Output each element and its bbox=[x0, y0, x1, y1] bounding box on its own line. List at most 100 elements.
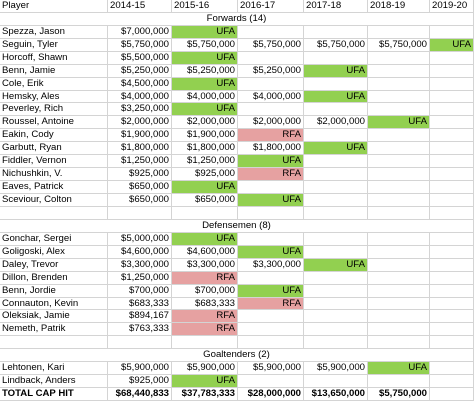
salary-cell bbox=[368, 155, 430, 169]
salary-cell: $4,500,000 bbox=[108, 77, 172, 91]
salary-cell: $925,000 bbox=[108, 168, 172, 182]
salary-cell: $3,300,000 bbox=[172, 258, 238, 272]
player-name: Goligoski, Alex bbox=[0, 245, 108, 259]
salary-cell bbox=[430, 388, 474, 401]
salary-cell bbox=[304, 245, 368, 259]
section-title: Defensemen (8) bbox=[0, 219, 474, 233]
salary-cell: $650,000 bbox=[108, 181, 172, 195]
blank-cell bbox=[430, 206, 474, 220]
salary-cell bbox=[368, 64, 430, 78]
salary-cell bbox=[430, 25, 474, 39]
salary-cell bbox=[430, 232, 474, 246]
salary-cell: $4,000,000 bbox=[238, 90, 304, 104]
salary-cell bbox=[368, 284, 430, 298]
salary-cell bbox=[304, 155, 368, 169]
salary-cell: $1,250,000 bbox=[108, 271, 172, 285]
status-cell: UFA bbox=[304, 142, 368, 156]
blank-cell bbox=[172, 206, 238, 220]
player-name: Fiddler, Vernon bbox=[0, 155, 108, 169]
blank-cell bbox=[368, 206, 430, 220]
salary-cell: $5,900,000 bbox=[172, 362, 238, 376]
column-header: 2016-17 bbox=[238, 0, 304, 13]
salary-cell: $1,800,000 bbox=[238, 142, 304, 156]
column-header: 2017-18 bbox=[304, 0, 368, 13]
salary-cell: $4,000,000 bbox=[108, 90, 172, 104]
status-cell: UFA bbox=[430, 38, 474, 52]
salary-cell: $5,900,000 bbox=[238, 362, 304, 376]
salary-cell bbox=[238, 77, 304, 91]
salary-cell: $2,000,000 bbox=[172, 116, 238, 130]
blank-cell bbox=[238, 206, 304, 220]
salary-cell: $4,000,000 bbox=[172, 90, 238, 104]
salary-cell bbox=[368, 271, 430, 285]
column-header: 2018-19 bbox=[368, 0, 430, 13]
salary-cell: $3,250,000 bbox=[108, 103, 172, 117]
blank-cell bbox=[172, 336, 238, 350]
salary-cell: $683,333 bbox=[172, 297, 238, 311]
salary-cell: $5,250,000 bbox=[172, 64, 238, 78]
status-cell: UFA bbox=[172, 51, 238, 65]
salary-cell: $68,440,833 bbox=[108, 388, 172, 401]
salary-cell bbox=[304, 129, 368, 143]
player-name: Cole, Erik bbox=[0, 77, 108, 91]
salary-cell bbox=[430, 362, 474, 376]
salary-cell bbox=[368, 142, 430, 156]
status-cell: UFA bbox=[304, 64, 368, 78]
section-title: Goaltenders (2) bbox=[0, 349, 474, 363]
column-header: Player bbox=[0, 0, 108, 13]
salary-cell: $28,000,000 bbox=[238, 388, 304, 401]
player-name: Gonchar, Sergei bbox=[0, 232, 108, 246]
salary-cell bbox=[238, 103, 304, 117]
salary-cell: $5,000,000 bbox=[108, 232, 172, 246]
player-name: Garbutt, Ryan bbox=[0, 142, 108, 156]
salary-cell: $2,000,000 bbox=[108, 116, 172, 130]
salary-cell: $894,167 bbox=[108, 310, 172, 324]
salary-cell bbox=[368, 194, 430, 207]
player-name: Peverley, Rich bbox=[0, 103, 108, 117]
salary-cell bbox=[238, 232, 304, 246]
salary-cell bbox=[368, 168, 430, 182]
salary-cell bbox=[430, 155, 474, 169]
blank-cell bbox=[238, 336, 304, 350]
salary-cell bbox=[304, 181, 368, 195]
salary-cell bbox=[430, 64, 474, 78]
salary-cell bbox=[430, 323, 474, 337]
salary-cell bbox=[304, 323, 368, 337]
salary-cell bbox=[304, 232, 368, 246]
salary-cell bbox=[368, 77, 430, 91]
salary-cell bbox=[304, 51, 368, 65]
column-header: 2014-15 bbox=[108, 0, 172, 13]
salary-cell: $925,000 bbox=[108, 375, 172, 389]
player-name: Benn, Jordie bbox=[0, 284, 108, 298]
salary-cell: $650,000 bbox=[108, 194, 172, 207]
salary-cell bbox=[430, 258, 474, 272]
status-cell: UFA bbox=[172, 375, 238, 389]
salary-cell bbox=[368, 323, 430, 337]
salary-cell bbox=[368, 181, 430, 195]
player-name: Daley, Trevor bbox=[0, 258, 108, 272]
salary-cell bbox=[304, 168, 368, 182]
salary-cell bbox=[238, 271, 304, 285]
salary-cell bbox=[368, 51, 430, 65]
salary-cell: $1,250,000 bbox=[172, 155, 238, 169]
blank-cell bbox=[108, 336, 172, 350]
player-name: Dillon, Brenden bbox=[0, 271, 108, 285]
status-cell: UFA bbox=[304, 90, 368, 104]
player-name: TOTAL CAP HIT bbox=[0, 388, 108, 401]
salary-cell bbox=[368, 375, 430, 389]
salary-cell bbox=[238, 51, 304, 65]
salary-cell: $700,000 bbox=[172, 284, 238, 298]
salary-cell bbox=[238, 25, 304, 39]
salary-cell: $5,500,000 bbox=[108, 51, 172, 65]
player-name: Lehtonen, Kari bbox=[0, 362, 108, 376]
salary-cell bbox=[430, 129, 474, 143]
salary-cell bbox=[368, 297, 430, 311]
salary-cell: $5,750,000 bbox=[304, 38, 368, 52]
salary-cell bbox=[368, 129, 430, 143]
blank-cell bbox=[304, 206, 368, 220]
salary-cell bbox=[304, 77, 368, 91]
salary-cell bbox=[304, 271, 368, 285]
salary-cell: $4,600,000 bbox=[108, 245, 172, 259]
salary-cell bbox=[368, 103, 430, 117]
